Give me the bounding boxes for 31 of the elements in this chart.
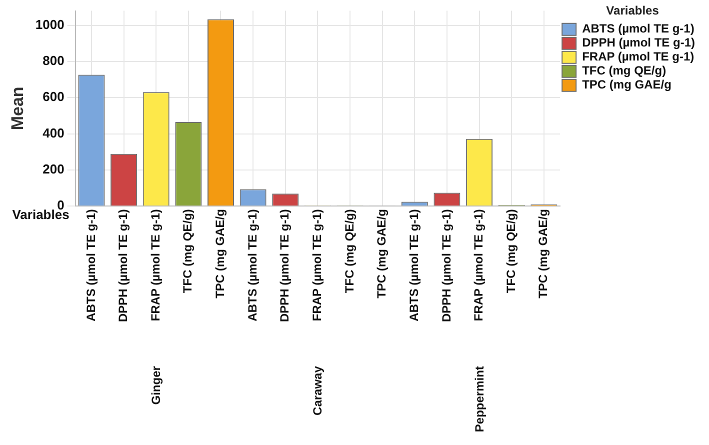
legend-title: Variables [606,3,660,18]
y-tick-label: 800 [42,53,64,68]
x-tick-label: FRAP (µmol TE g-1) [472,209,486,322]
text: Peppermint [472,366,486,432]
y-tick-label: 0 [57,198,64,213]
x-tick-label: TPC (mg GAE/g [374,209,389,298]
legend-label: DPPH (µmol TE g-1) [582,36,696,50]
y-axis-title: Mean [8,86,27,130]
y-tick-label: 600 [42,89,64,104]
legend-label: FRAP (µmol TE g-1) [582,50,694,64]
legend-label: TFC (mg QE/g) [582,64,666,78]
y-tick-label: 1000 [35,16,64,32]
legend-label: TPC (mg GAE/g [582,78,672,92]
text: Caraway [310,366,325,416]
x-tick-label: DPPH (µmol TE g-1) [278,209,292,322]
x-tick-label: FRAP (µmol TE g-1) [310,209,324,322]
x-tick-label: ABTS (µmol TE g-1) [245,209,260,322]
x-tick-label: TFC (mg QE/g) [180,209,195,294]
x-tick-label: TFC (mg QE/g) [342,209,356,294]
y-tick-label: 400 [42,125,64,140]
x-tick-label: DPPH (µmol TE g-1) [116,209,130,322]
x-tick-label: FRAP (µmol TE g-1) [148,209,162,322]
x-tick-label: ABTS (µmol TE g-1) [84,209,98,322]
x-tick-label: DPPH (µmol TE g-1) [439,209,454,322]
x-tick-label: ABTS (µmol TE g-1) [406,209,421,322]
x-tick-label: TPC (mg GAE/g [213,209,228,298]
text: Ginger [149,366,164,405]
x-tick-label: TFC (mg QE/g) [504,209,518,294]
x-tick-label: TPC (mg GAE/g [536,209,550,298]
legend-label: ABTS (µmol TE g-1) [582,22,694,36]
y-tick-label: 200 [42,162,64,176]
